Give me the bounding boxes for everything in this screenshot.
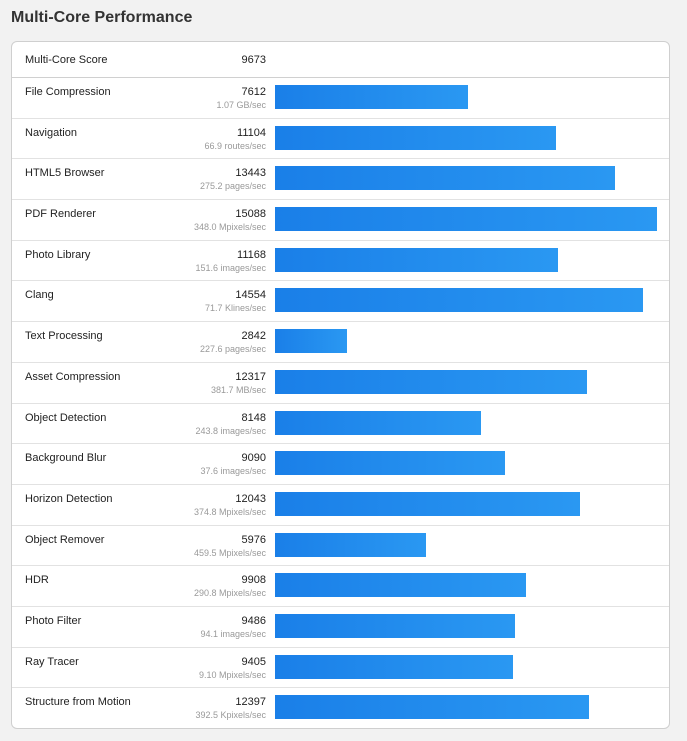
benchmark-row: Structure from Motion 12397 392.5 Kpixels/… bbox=[12, 688, 669, 728]
benchmark-throughput: 94.1 images/sec bbox=[200, 628, 266, 639]
benchmark-label: Text Processing bbox=[25, 330, 103, 343]
benchmark-label: Photo Filter bbox=[25, 614, 82, 627]
benchmark-bar bbox=[275, 532, 426, 557]
benchmark-bar bbox=[275, 85, 468, 109]
benchmark-score: 15088 bbox=[235, 208, 266, 221]
benchmark-score: 14554 bbox=[235, 289, 266, 302]
benchmark-label: Horizon Detection bbox=[25, 492, 113, 505]
benchmark-row: Photo Library 11168 151.6 images/sec bbox=[12, 241, 669, 282]
benchmark-throughput: 459.5 Mpixels/sec bbox=[193, 547, 266, 558]
benchmark-score: 12043 bbox=[235, 492, 266, 505]
benchmark-label: Structure from Motion bbox=[25, 696, 131, 709]
benchmark-throughput: 275.2 pages/sec bbox=[199, 181, 266, 192]
benchmark-throughput: 374.8 Mpixels/sec bbox=[193, 506, 266, 517]
benchmark-throughput: 1.07 GB/sec bbox=[216, 100, 266, 110]
benchmark-score: 9090 bbox=[241, 452, 266, 465]
multi-core-score-label: Multi-Core Score bbox=[25, 54, 108, 66]
benchmark-row: Object Detection 8148 243.8 images/sec bbox=[12, 404, 669, 445]
benchmark-score: 9908 bbox=[241, 574, 266, 587]
benchmark-row: Object Remover 5976 459.5 Mpixels/sec bbox=[12, 526, 669, 567]
benchmark-label: File Compression bbox=[25, 86, 111, 98]
watermark-logo-icon bbox=[603, 703, 619, 719]
benchmark-throughput: 392.5 Kpixels/sec bbox=[195, 710, 266, 721]
benchmark-bar bbox=[275, 288, 643, 313]
benchmark-row: HTML5 Browser 13443 275.2 pages/sec bbox=[12, 159, 669, 201]
benchmark-throughput: 66.9 routes/sec bbox=[204, 140, 266, 151]
benchmark-bar bbox=[275, 613, 515, 638]
benchmark-row: Horizon Detection 12043 374.8 Mpixels/sec bbox=[12, 485, 669, 526]
benchmark-score: 12397 bbox=[235, 696, 266, 709]
benchmark-label: HTML5 Browser bbox=[25, 167, 105, 180]
benchmark-row: Photo Filter 9486 94.1 images/sec bbox=[12, 607, 669, 648]
benchmark-label: PDF Renderer bbox=[25, 208, 96, 221]
benchmark-label: Object Detection bbox=[25, 411, 107, 424]
multi-core-score-row: Multi-Core Score 9673 bbox=[12, 42, 669, 78]
benchmark-label: Ray Tracer bbox=[25, 655, 79, 668]
benchmark-throughput: 37.6 images/sec bbox=[200, 466, 266, 477]
benchmark-bar bbox=[275, 329, 347, 354]
multi-core-score-value: 9673 bbox=[241, 54, 266, 66]
benchmark-row: Asset Compression 12317 381.7 MB/sec bbox=[12, 363, 669, 404]
benchmark-throughput: 227.6 pages/sec bbox=[199, 344, 266, 355]
benchmark-label: Object Remover bbox=[25, 533, 105, 546]
benchmark-row: Ray Tracer 9405 9.10 Mpixels/sec bbox=[12, 648, 669, 689]
benchmark-card: Multi-Core Score 9673 File Compression 76… bbox=[11, 41, 670, 729]
benchmark-label: Photo Library bbox=[25, 248, 91, 261]
benchmark-bar bbox=[275, 573, 526, 598]
benchmark-throughput: 290.8 Mpixels/sec bbox=[193, 588, 266, 599]
benchmark-score: 11168 bbox=[237, 248, 266, 261]
benchmark-score: 9486 bbox=[241, 614, 266, 627]
benchmark-throughput: 9.10 Mpixels/sec bbox=[198, 669, 266, 680]
benchmark-score: 13443 bbox=[235, 167, 266, 180]
benchmark-bar bbox=[275, 695, 589, 720]
benchmark-bar bbox=[275, 410, 481, 435]
benchmark-score: 2842 bbox=[241, 330, 266, 343]
benchmark-score: 8148 bbox=[241, 411, 266, 424]
benchmark-throughput: 71.7 Klines/sec bbox=[204, 303, 266, 314]
benchmark-row: HDR 9908 290.8 Mpixels/sec bbox=[12, 566, 669, 607]
benchmark-row: Clang 14554 71.7 Klines/sec bbox=[12, 281, 669, 323]
benchmark-row: File Compression 7612 1.07 GB/sec bbox=[12, 78, 669, 119]
benchmark-score: 9405 bbox=[241, 655, 266, 668]
benchmark-score: 7612 bbox=[241, 86, 266, 98]
benchmark-throughput: 151.6 images/sec bbox=[195, 262, 266, 273]
benchmark-score: 11104 bbox=[237, 126, 266, 139]
benchmark-row: Background Blur 9090 37.6 images/sec bbox=[12, 444, 669, 485]
benchmark-label: Asset Compression bbox=[25, 370, 121, 383]
benchmark-throughput: 381.7 MB/sec bbox=[210, 384, 266, 395]
benchmark-bar bbox=[275, 491, 580, 516]
benchmark-bar bbox=[275, 654, 513, 679]
benchmark-rows: File Compression 7612 1.07 GB/sec Navigatio… bbox=[12, 78, 669, 728]
watermark: 小黑盒 bbox=[603, 701, 665, 721]
benchmark-bar bbox=[275, 247, 558, 272]
watermark-text: 小黑盒 bbox=[623, 704, 665, 720]
benchmark-throughput: 348.0 Mpixels/sec bbox=[193, 222, 266, 233]
benchmark-bar bbox=[275, 451, 505, 476]
benchmark-row: Navigation 11104 66.9 routes/sec bbox=[12, 119, 669, 160]
benchmark-label: Navigation bbox=[25, 126, 77, 139]
benchmark-bar bbox=[275, 166, 615, 191]
benchmark-label: HDR bbox=[25, 574, 49, 587]
benchmark-label: Background Blur bbox=[25, 452, 107, 465]
benchmark-row: PDF Renderer 15088 348.0 Mpixels/sec bbox=[12, 200, 669, 241]
benchmark-score: 5976 bbox=[241, 533, 266, 546]
benchmark-row: Text Processing 2842 227.6 pages/sec bbox=[12, 322, 669, 363]
benchmark-label: Clang bbox=[25, 289, 54, 302]
benchmark-bar bbox=[275, 125, 556, 150]
page-title: Multi-Core Performance bbox=[11, 9, 193, 26]
benchmark-score: 12317 bbox=[235, 370, 266, 383]
benchmark-throughput: 243.8 images/sec bbox=[195, 425, 266, 436]
benchmark-bar bbox=[275, 207, 657, 232]
benchmark-bar bbox=[275, 369, 587, 394]
